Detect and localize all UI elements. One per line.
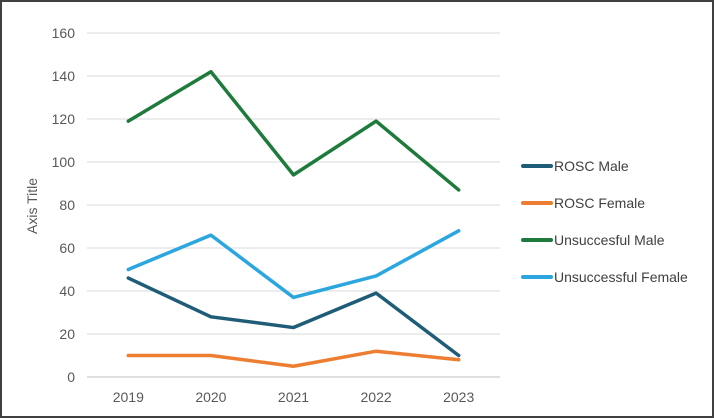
series-line-rosc-male [126, 276, 461, 358]
x-tick-label: 2019 [112, 389, 144, 405]
series-line-rosc-female [126, 349, 461, 368]
y-tick-label: 60 [59, 240, 75, 256]
series-line-unsuccessful-female [126, 229, 461, 300]
y-tick-label: 40 [59, 283, 75, 299]
y-tick-label: 0 [67, 369, 75, 385]
legend-marker [521, 163, 553, 168]
legend-label: ROSC Male [554, 157, 629, 174]
x-tick-label: 2020 [195, 389, 227, 405]
legend-label: Unsuccessful Female [554, 268, 688, 285]
y-tick-label: 140 [51, 68, 75, 84]
legend: ROSC Male ROSC Female Unsuccesful Male Unsu… [521, 154, 688, 288]
y-tick-label: 100 [51, 154, 75, 170]
legend-item-unsuccesful-male: Unsuccesful Male [521, 228, 688, 251]
series-line-unsuccesful-male [126, 69, 461, 192]
y-tick-label: 160 [51, 25, 75, 41]
x-tick-label: 2022 [360, 389, 392, 405]
legend-marker [521, 200, 553, 205]
y-tick-label: 120 [51, 111, 75, 127]
legend-label: ROSC Female [554, 194, 646, 211]
legend-label: Unsuccesful Male [554, 231, 665, 248]
x-tick-label: 2021 [277, 389, 310, 405]
legend-item-rosc-male: ROSC Male [521, 154, 688, 177]
legend-marker [521, 274, 553, 279]
y-axis-title-text: Axis Title [24, 177, 40, 235]
legend-item-rosc-female: ROSC Female [521, 191, 688, 214]
x-tick-label: 2023 [443, 389, 475, 405]
y-tick-label: 80 [59, 197, 75, 213]
legend-item-unsuccessful-female: Unsuccessful Female [521, 265, 688, 288]
legend-marker [521, 237, 553, 242]
y-tick-label: 20 [59, 326, 75, 342]
